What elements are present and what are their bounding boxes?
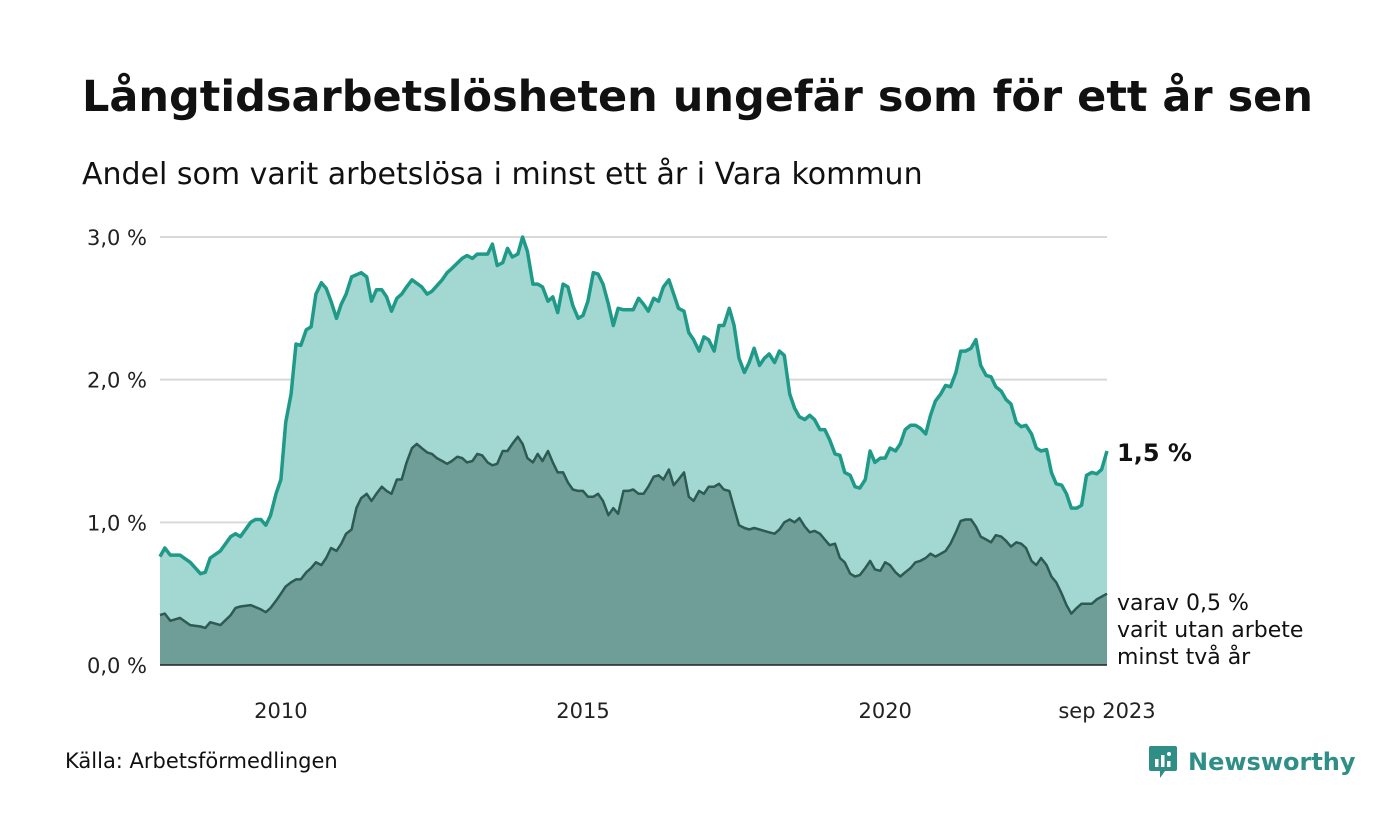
lower-end-label-line: varit utan arbete (1117, 618, 1303, 643)
upper-series-end-label: 1,5 % (1117, 439, 1192, 467)
upper-series-line (158, 235, 1109, 576)
chart-title: Långtidsarbetslösheten ungefär som för e… (82, 72, 1313, 122)
brand-logo: Newsworthy (1148, 744, 1356, 780)
y-axis-ticks: 0,0 % 1,0 % 2,0 % 3,0 % (87, 226, 147, 678)
newsworthy-logo-icon (1149, 746, 1177, 778)
x-tick-label: 2015 (556, 699, 609, 723)
source-note: Källa: Arbetsförmedlingen (65, 749, 338, 773)
brand-name: Newsworthy (1188, 748, 1356, 776)
x-axis-ticks: 2010 2015 2020 sep 2023 (254, 699, 1156, 723)
lower-end-label-line: minst två år (1117, 644, 1251, 670)
chart-subtitle: Andel som varit arbetslösa i minst ett å… (82, 157, 923, 192)
lower-end-label-line: varav 0,5 % (1117, 591, 1249, 616)
x-tick-label: 2010 (254, 699, 307, 723)
y-tick-label: 0,0 % (87, 654, 147, 678)
lower-series-area (160, 436, 1107, 665)
y-tick-label: 3,0 % (87, 226, 147, 250)
lower-series-line (159, 435, 1108, 630)
lower-series-end-label: varav 0,5 % varit utan arbete minst två år (1117, 591, 1303, 670)
x-tick-label: sep 2023 (1058, 699, 1155, 723)
x-tick-label: 2020 (858, 699, 911, 723)
y-tick-label: 1,0 % (87, 511, 147, 535)
y-tick-label: 2,0 % (87, 369, 147, 393)
